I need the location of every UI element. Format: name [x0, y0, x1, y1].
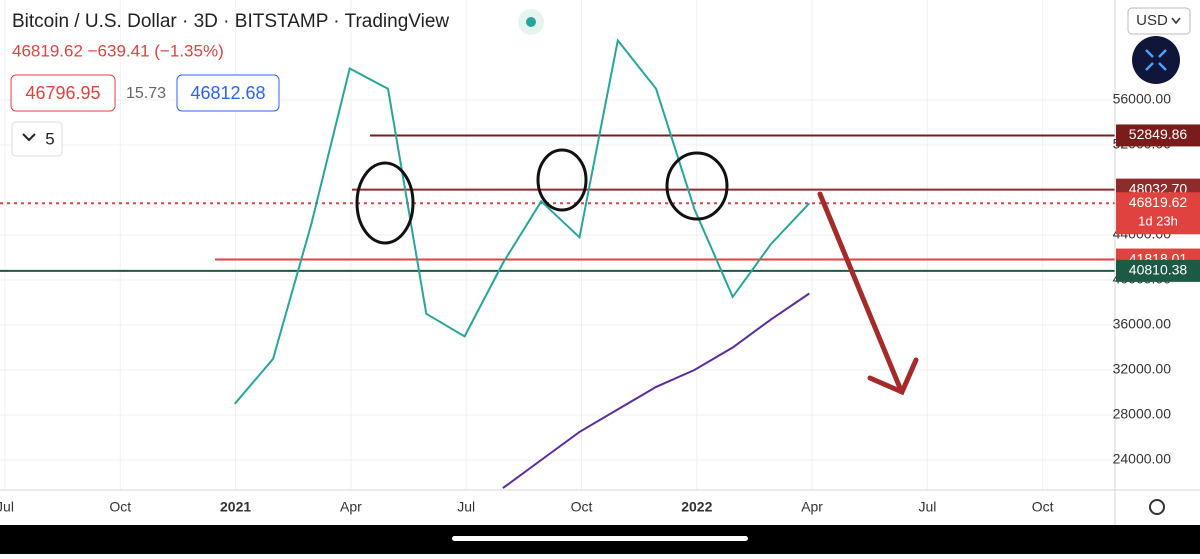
- x-tick-label: Apr: [801, 499, 823, 515]
- y-tick-label: 28000.00: [1113, 406, 1172, 422]
- circle: [665, 151, 729, 221]
- indicators-toggle[interactable]: [11, 121, 63, 157]
- price-label-text: 46819.62: [1129, 194, 1188, 210]
- scale-icon: [1145, 49, 1167, 71]
- x-tick-label: 2021: [220, 499, 251, 515]
- circle: [536, 148, 588, 212]
- price-label: [1116, 259, 1200, 282]
- annotations: [355, 148, 729, 245]
- y-tick-label: 56000.00: [1113, 91, 1172, 107]
- settings-icon[interactable]: [1149, 499, 1165, 515]
- series: [234, 38, 811, 489]
- y-tick-label: 32000.00: [1113, 361, 1172, 377]
- y-tick-label: 36000.00: [1113, 316, 1172, 332]
- grid: [0, 0, 1115, 490]
- spread: 15.73: [126, 85, 166, 102]
- arrow: [817, 191, 919, 396]
- x-tick-label: Jul: [457, 499, 475, 515]
- price-line: [234, 38, 811, 405]
- x-tick-label: Oct: [109, 499, 131, 515]
- quote: 46819.62 −639.41 (−1.35%): [12, 41, 224, 60]
- price-label-text: 40810.38: [1129, 262, 1188, 278]
- currency-button[interactable]: [1127, 7, 1191, 35]
- price-line: [502, 292, 810, 489]
- levels: [0, 134, 1115, 272]
- arrow-shaft: [817, 191, 903, 391]
- buy-box[interactable]: [176, 74, 280, 112]
- circle: [355, 161, 415, 245]
- countdown: 1d 23h: [1138, 214, 1178, 229]
- y-tick-label: 24000.00: [1113, 451, 1172, 467]
- x-tick-label: Apr: [340, 499, 362, 515]
- x-tick-label: Jul: [918, 499, 936, 515]
- x-tick-label: 2022: [681, 499, 712, 515]
- indicator-count: 5: [45, 129, 54, 148]
- time-axis: Jul Oct 2021 Apr Jul Oct 2022 Apr Jul Oct: [0, 499, 1054, 515]
- price-label-text: 52849.86: [1129, 126, 1188, 142]
- symbol-title: Bitcoin / U.S. Dollar · 3D · BITSTAMP · …: [12, 11, 449, 32]
- x-tick-label: Oct: [571, 499, 593, 515]
- ask: 46812.68: [190, 83, 265, 103]
- chevron: [22, 133, 36, 142]
- price-label: [1116, 192, 1200, 235]
- chevron: [1171, 17, 1181, 25]
- scale-button[interactable]: [1132, 36, 1180, 84]
- currency: USD: [1136, 12, 1168, 29]
- x-tick-label: Jul: [0, 499, 14, 515]
- home-indicator: [452, 536, 748, 541]
- arrow-head: [867, 357, 919, 396]
- price-axis: 24000.0028000.0032000.0036000.0040000.00…: [1113, 91, 1200, 467]
- x-tick-label: Oct: [1032, 499, 1054, 515]
- price-label: [1116, 124, 1200, 147]
- bid: 46796.95: [25, 83, 100, 103]
- status-dot: [526, 17, 536, 27]
- sell-box[interactable]: [10, 74, 116, 112]
